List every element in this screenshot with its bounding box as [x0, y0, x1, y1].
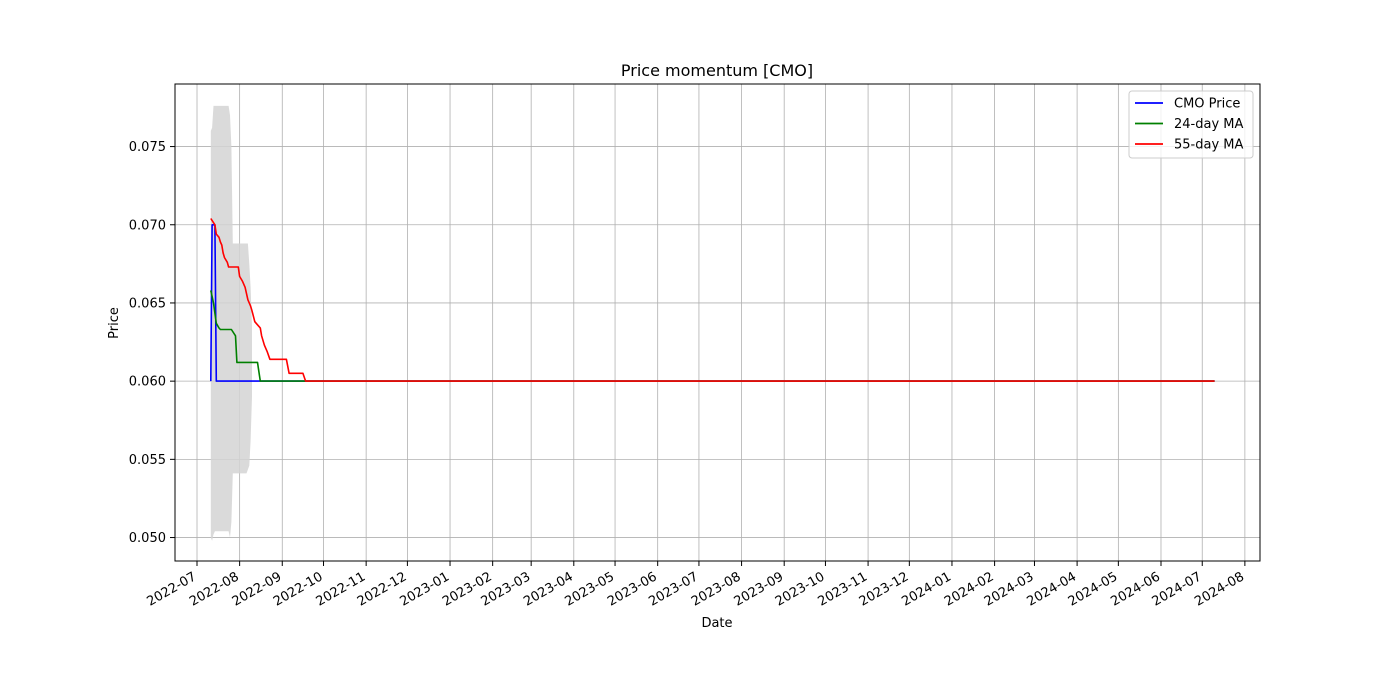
legend: CMO Price 24-day MA 55-day MA — [1128, 90, 1254, 159]
legend-frame — [1128, 90, 1254, 159]
series-line-24-day-ma — [210, 290, 1215, 382]
y-tick-label: 0.055 — [129, 453, 166, 468]
series-layer — [210, 218, 1215, 382]
plot-frame — [174, 83, 1261, 562]
y-tick-label: 0.060 — [129, 375, 166, 390]
y-tick-label: 0.065 — [129, 296, 166, 311]
x-axis-label: Date — [701, 616, 732, 631]
y-axis-label: Price — [107, 307, 122, 339]
chart-title: Price momentum [CMO] — [621, 61, 813, 80]
legend-label-24-day-ma: 24-day MA — [1174, 117, 1243, 132]
y-axis-ticks: 0.050 0.055 0.060 0.065 0.070 0.075 — [129, 140, 175, 546]
legend-label-cmo-price: CMO Price — [1174, 97, 1240, 112]
series-line-55-day-ma — [210, 218, 1215, 382]
y-tick-label: 0.075 — [129, 140, 166, 155]
y-tick-label: 0.070 — [129, 218, 166, 233]
grid — [175, 84, 1260, 561]
band-layer — [210, 105, 252, 541]
legend-label-55-day-ma: 55-day MA — [1174, 138, 1243, 153]
bollinger-band — [210, 105, 252, 541]
y-tick-label: 0.050 — [129, 531, 166, 546]
